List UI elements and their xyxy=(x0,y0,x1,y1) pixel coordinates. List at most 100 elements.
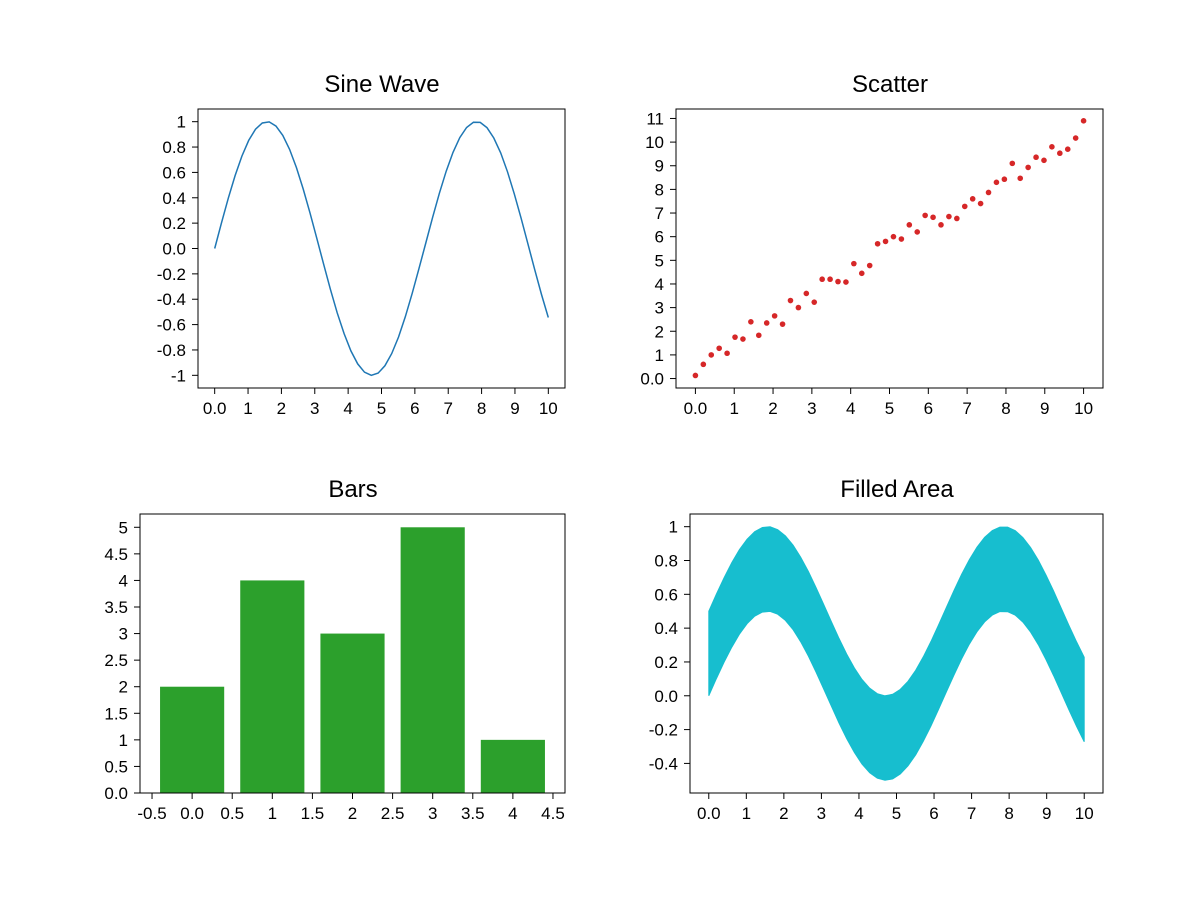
x-tick-label: 2 xyxy=(768,399,777,418)
y-tick-label: 2.5 xyxy=(104,651,128,670)
scatter-subplot: Scatter 0.0 1 2 3 4 5 6 7 8 9 10 0.0 1 2 3 4 5 6 7 8 9 10 11 xyxy=(640,71,1104,418)
x-tick-label: 0.0 xyxy=(180,804,204,823)
scatter-point xyxy=(961,203,968,210)
y-tick-label: 3.5 xyxy=(104,598,128,617)
x-tick-label: 0.0 xyxy=(203,399,227,418)
x-tick-label: 10 xyxy=(539,399,558,418)
scatter-point xyxy=(1064,146,1071,152)
sine-wave-title: Sine Wave xyxy=(324,71,439,98)
bar xyxy=(480,739,545,793)
x-tick-label: 5 xyxy=(377,399,386,418)
y-tick-label: 0.2 xyxy=(162,214,186,233)
scatter-point xyxy=(843,279,849,285)
x-tick-label: 10 xyxy=(1075,804,1094,823)
y-tick-label: 1 xyxy=(655,346,664,365)
bar xyxy=(240,580,305,793)
x-tick-label: 5 xyxy=(885,399,894,418)
y-tick-label: 7 xyxy=(655,204,664,223)
x-tick-label: 4 xyxy=(343,399,352,418)
y-tick-label: 5 xyxy=(655,251,664,270)
scatter-point xyxy=(692,372,699,379)
x-tick-label: 3 xyxy=(310,399,319,418)
y-tick-label: 0.0 xyxy=(104,784,128,803)
scatter-point xyxy=(993,179,1000,186)
scatter-point xyxy=(938,222,944,228)
x-tick-label: 3 xyxy=(817,804,826,823)
scatter-point xyxy=(1057,150,1063,157)
x-tick-label: 3 xyxy=(428,804,437,823)
scatter-point xyxy=(716,345,722,352)
scatter-point xyxy=(755,332,762,339)
scatter-point xyxy=(882,238,889,245)
scatter-point xyxy=(851,260,857,267)
x-tick-label: 9 xyxy=(1042,804,1051,823)
y-tick-label: -0.6 xyxy=(157,316,186,335)
x-tick-label: 4 xyxy=(854,804,863,823)
y-tick-label: -1 xyxy=(171,366,186,385)
y-tick-label: 0.0 xyxy=(162,240,186,259)
y-tick-label: 4 xyxy=(119,571,128,590)
y-tick-label: 0.4 xyxy=(654,619,678,638)
filled-area xyxy=(708,526,1085,781)
y-tick-label: 4.5 xyxy=(104,545,128,564)
scatter-point xyxy=(740,336,746,342)
y-tick-label: 1.5 xyxy=(104,704,128,723)
scatter-point xyxy=(811,299,818,305)
scatter-point xyxy=(827,276,833,283)
y-tick-label: 1 xyxy=(119,731,128,750)
x-tick-label: 1 xyxy=(742,804,751,823)
scatter-point xyxy=(787,297,794,304)
y-tick-label: 4 xyxy=(655,275,664,294)
scatter-point xyxy=(922,212,928,219)
x-tick-label: 3.5 xyxy=(461,804,485,823)
scatter-point xyxy=(946,213,952,220)
y-tick-label: 1 xyxy=(177,113,186,132)
sine-line xyxy=(213,121,550,377)
scatter-point xyxy=(866,262,873,269)
y-tick-label: 10 xyxy=(645,133,664,152)
x-tick-label: 1 xyxy=(729,399,738,418)
scatter-point xyxy=(985,189,992,196)
scatter-point xyxy=(930,214,936,221)
bars-title: Bars xyxy=(328,476,377,503)
x-tick-label: 2 xyxy=(779,804,788,823)
scatter-point xyxy=(898,236,905,242)
x-tick-label: 2 xyxy=(348,804,357,823)
y-tick-label: 0.4 xyxy=(162,189,186,208)
x-tick-label: 6 xyxy=(410,399,419,418)
x-tick-label: 10 xyxy=(1074,399,1093,418)
scatter-point xyxy=(914,229,921,235)
x-tick-label: 4.5 xyxy=(541,804,565,823)
x-tick-label: 0.0 xyxy=(684,399,708,418)
y-tick-label: 2 xyxy=(655,322,664,341)
x-tick-label: 0.0 xyxy=(697,804,721,823)
scatter-point xyxy=(708,352,715,358)
scatter-point xyxy=(1041,157,1047,164)
axes-frame xyxy=(197,108,566,389)
y-tick-label: 0.5 xyxy=(104,757,128,776)
y-tick-label: 11 xyxy=(646,109,664,128)
x-tick-label: 1 xyxy=(268,804,277,823)
scatter-point xyxy=(954,215,960,222)
y-tick-label: -0.2 xyxy=(157,265,186,284)
x-tick-label: 3 xyxy=(807,399,816,418)
y-tick-label: 3 xyxy=(119,625,128,644)
x-tick-label: 1 xyxy=(243,399,252,418)
x-tick-label: 9 xyxy=(1040,399,1049,418)
x-tick-label: 5 xyxy=(892,804,901,823)
scatter-point xyxy=(732,334,738,340)
y-tick-label: 5 xyxy=(119,518,128,537)
x-tick-label: -0.5 xyxy=(137,804,166,823)
scatter-point xyxy=(771,313,778,319)
scatter-point xyxy=(969,196,976,202)
x-tick-label: 4 xyxy=(508,804,517,823)
x-tick-label: 8 xyxy=(1004,804,1013,823)
x-tick-label: 6 xyxy=(929,804,938,823)
y-tick-label: -0.8 xyxy=(157,341,186,360)
x-tick-label: 8 xyxy=(1001,399,1010,418)
x-tick-label: 7 xyxy=(967,804,976,823)
y-tick-label: 0.8 xyxy=(162,138,186,157)
scatter-point xyxy=(779,321,786,327)
y-tick-label: 0.0 xyxy=(640,370,664,389)
